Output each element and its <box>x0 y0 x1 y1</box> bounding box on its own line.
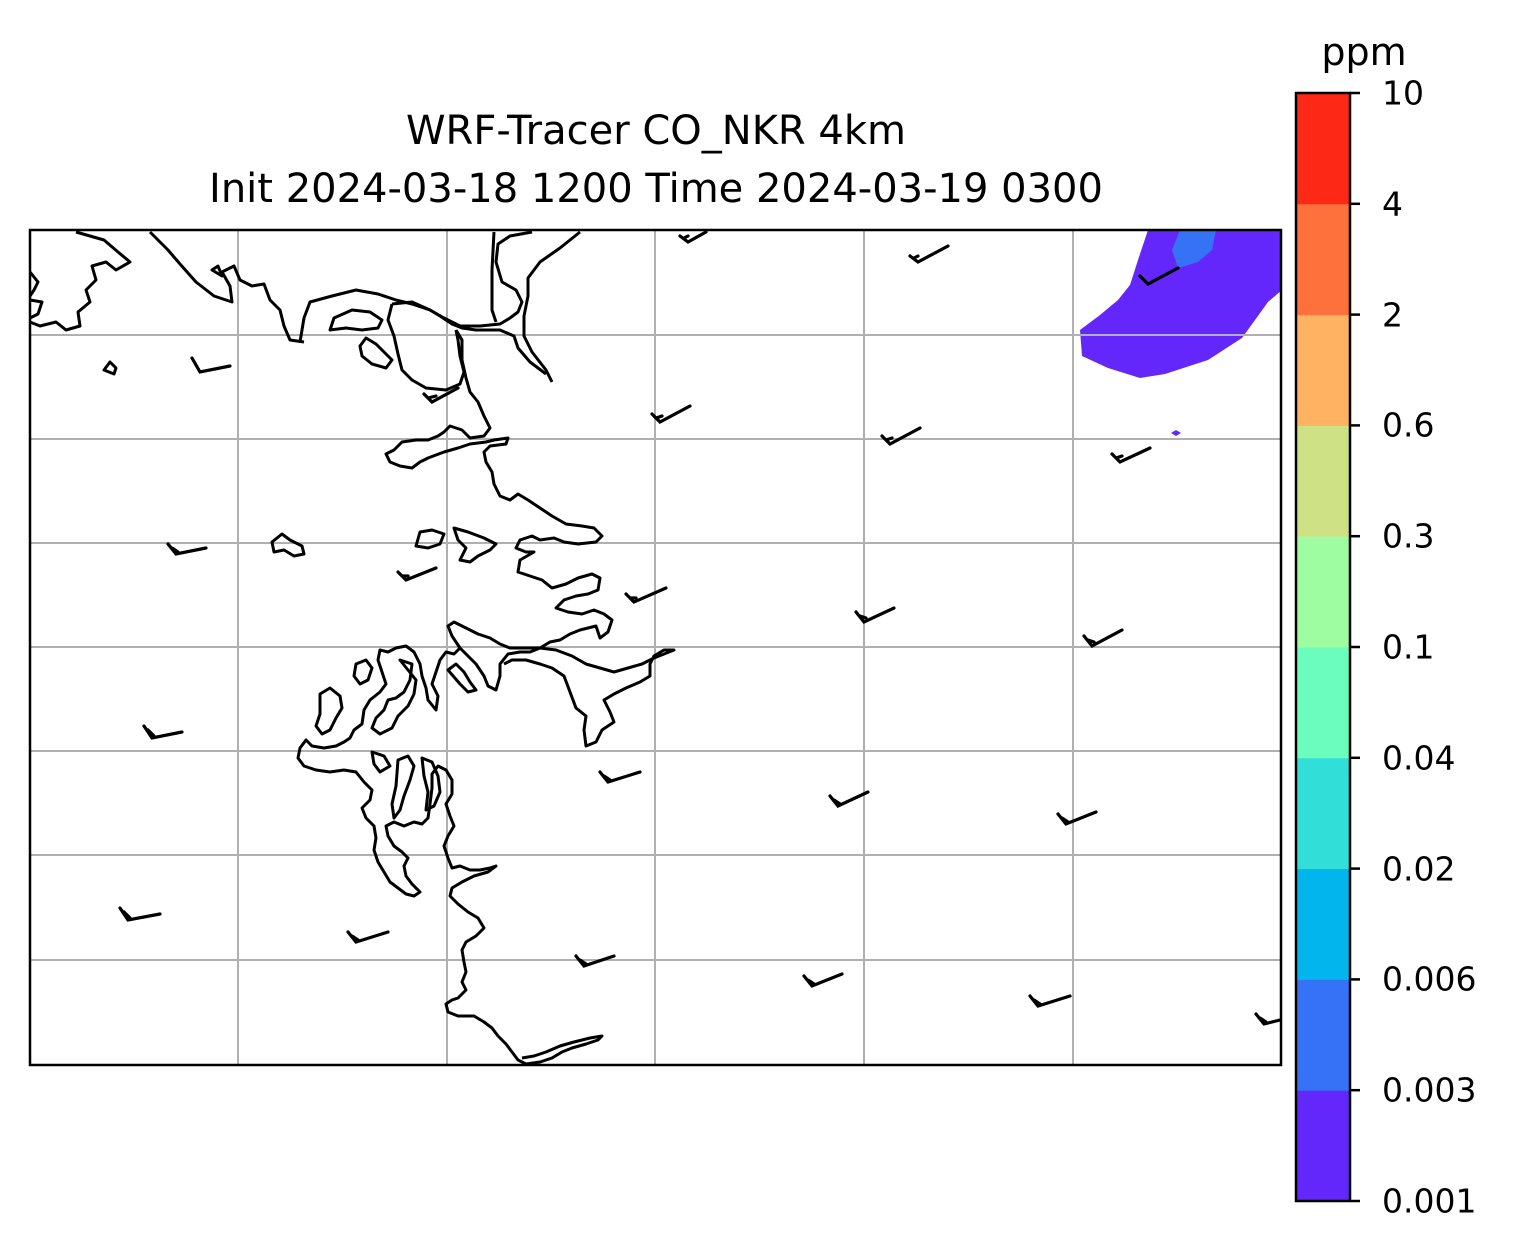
wind-barb <box>166 542 208 556</box>
wind-barb <box>1056 810 1098 826</box>
colorbar-tick-label: 0.02 <box>1382 849 1456 889</box>
wind-barb <box>802 972 844 988</box>
colorbar-band <box>1296 979 1350 1091</box>
colorbar-tick-marks <box>1350 91 1360 1203</box>
wind-barb <box>422 386 460 404</box>
colorbar-tick-label: 0.006 <box>1382 959 1477 999</box>
colorbar-tick-label: 0.001 <box>1382 1181 1477 1221</box>
wind-barb <box>190 356 232 374</box>
wind-barb <box>142 724 184 740</box>
tracer-field <box>1080 230 1281 436</box>
tracer-contour-0.003 <box>1172 230 1216 268</box>
wind-barb <box>598 770 642 784</box>
colorbar-tick-label: 2 <box>1382 295 1403 335</box>
map-title-line2: Init 2024-03-18 1200 Time 2024-03-19 030… <box>209 166 1103 212</box>
wind-barb <box>624 586 668 604</box>
wind-barb <box>574 954 616 968</box>
wind-barb <box>118 906 162 922</box>
wind-barb <box>1082 628 1124 649</box>
wind-barb <box>650 404 692 424</box>
wind-barb <box>828 790 870 808</box>
wind-barb <box>880 426 922 446</box>
colorbar-unit-label: ppm <box>1321 30 1407 74</box>
wind-barb <box>396 566 438 582</box>
wind-barbs <box>118 230 1281 1026</box>
map-frame <box>28 228 1283 1067</box>
colorbar-tick-label: 4 <box>1382 184 1403 224</box>
colorbar-bands <box>1296 93 1350 1202</box>
colorbar-tick-label: 0.04 <box>1382 738 1456 778</box>
tracer-contour-speck <box>1171 430 1181 436</box>
colorbar-tick-label: 0.6 <box>1382 405 1435 445</box>
colorbar-band <box>1296 93 1350 205</box>
wind-barb <box>1138 266 1180 286</box>
colorbar-tick-label: 10 <box>1382 73 1424 113</box>
map-title-line1: WRF-Tracer CO_NKR 4km <box>405 108 907 154</box>
colorbar-tick-label: 0.1 <box>1382 627 1435 667</box>
colorbar-band <box>1296 647 1350 759</box>
wind-barb <box>854 606 896 624</box>
colorbar-band <box>1296 314 1350 426</box>
tracer-contour-0.001 <box>1080 230 1281 378</box>
wind-barb <box>1028 994 1072 1008</box>
wind-barb <box>1254 1012 1281 1026</box>
wind-barb <box>346 930 390 944</box>
colorbar-band <box>1296 536 1350 648</box>
wind-barb <box>908 244 950 264</box>
colorbar-band <box>1296 757 1350 870</box>
wind-barb <box>1110 446 1152 464</box>
colorbar-tick-label: 0.3 <box>1382 516 1435 556</box>
gridlines <box>30 230 1281 1065</box>
colorbar-band <box>1296 868 1350 980</box>
colorbar-band <box>1296 425 1350 537</box>
colorbar-band <box>1296 1090 1350 1202</box>
coastlines <box>30 230 676 1065</box>
wind-barb <box>678 230 708 244</box>
colorbar-band <box>1296 203 1350 316</box>
colorbar-tick-label: 0.003 <box>1382 1070 1477 1110</box>
